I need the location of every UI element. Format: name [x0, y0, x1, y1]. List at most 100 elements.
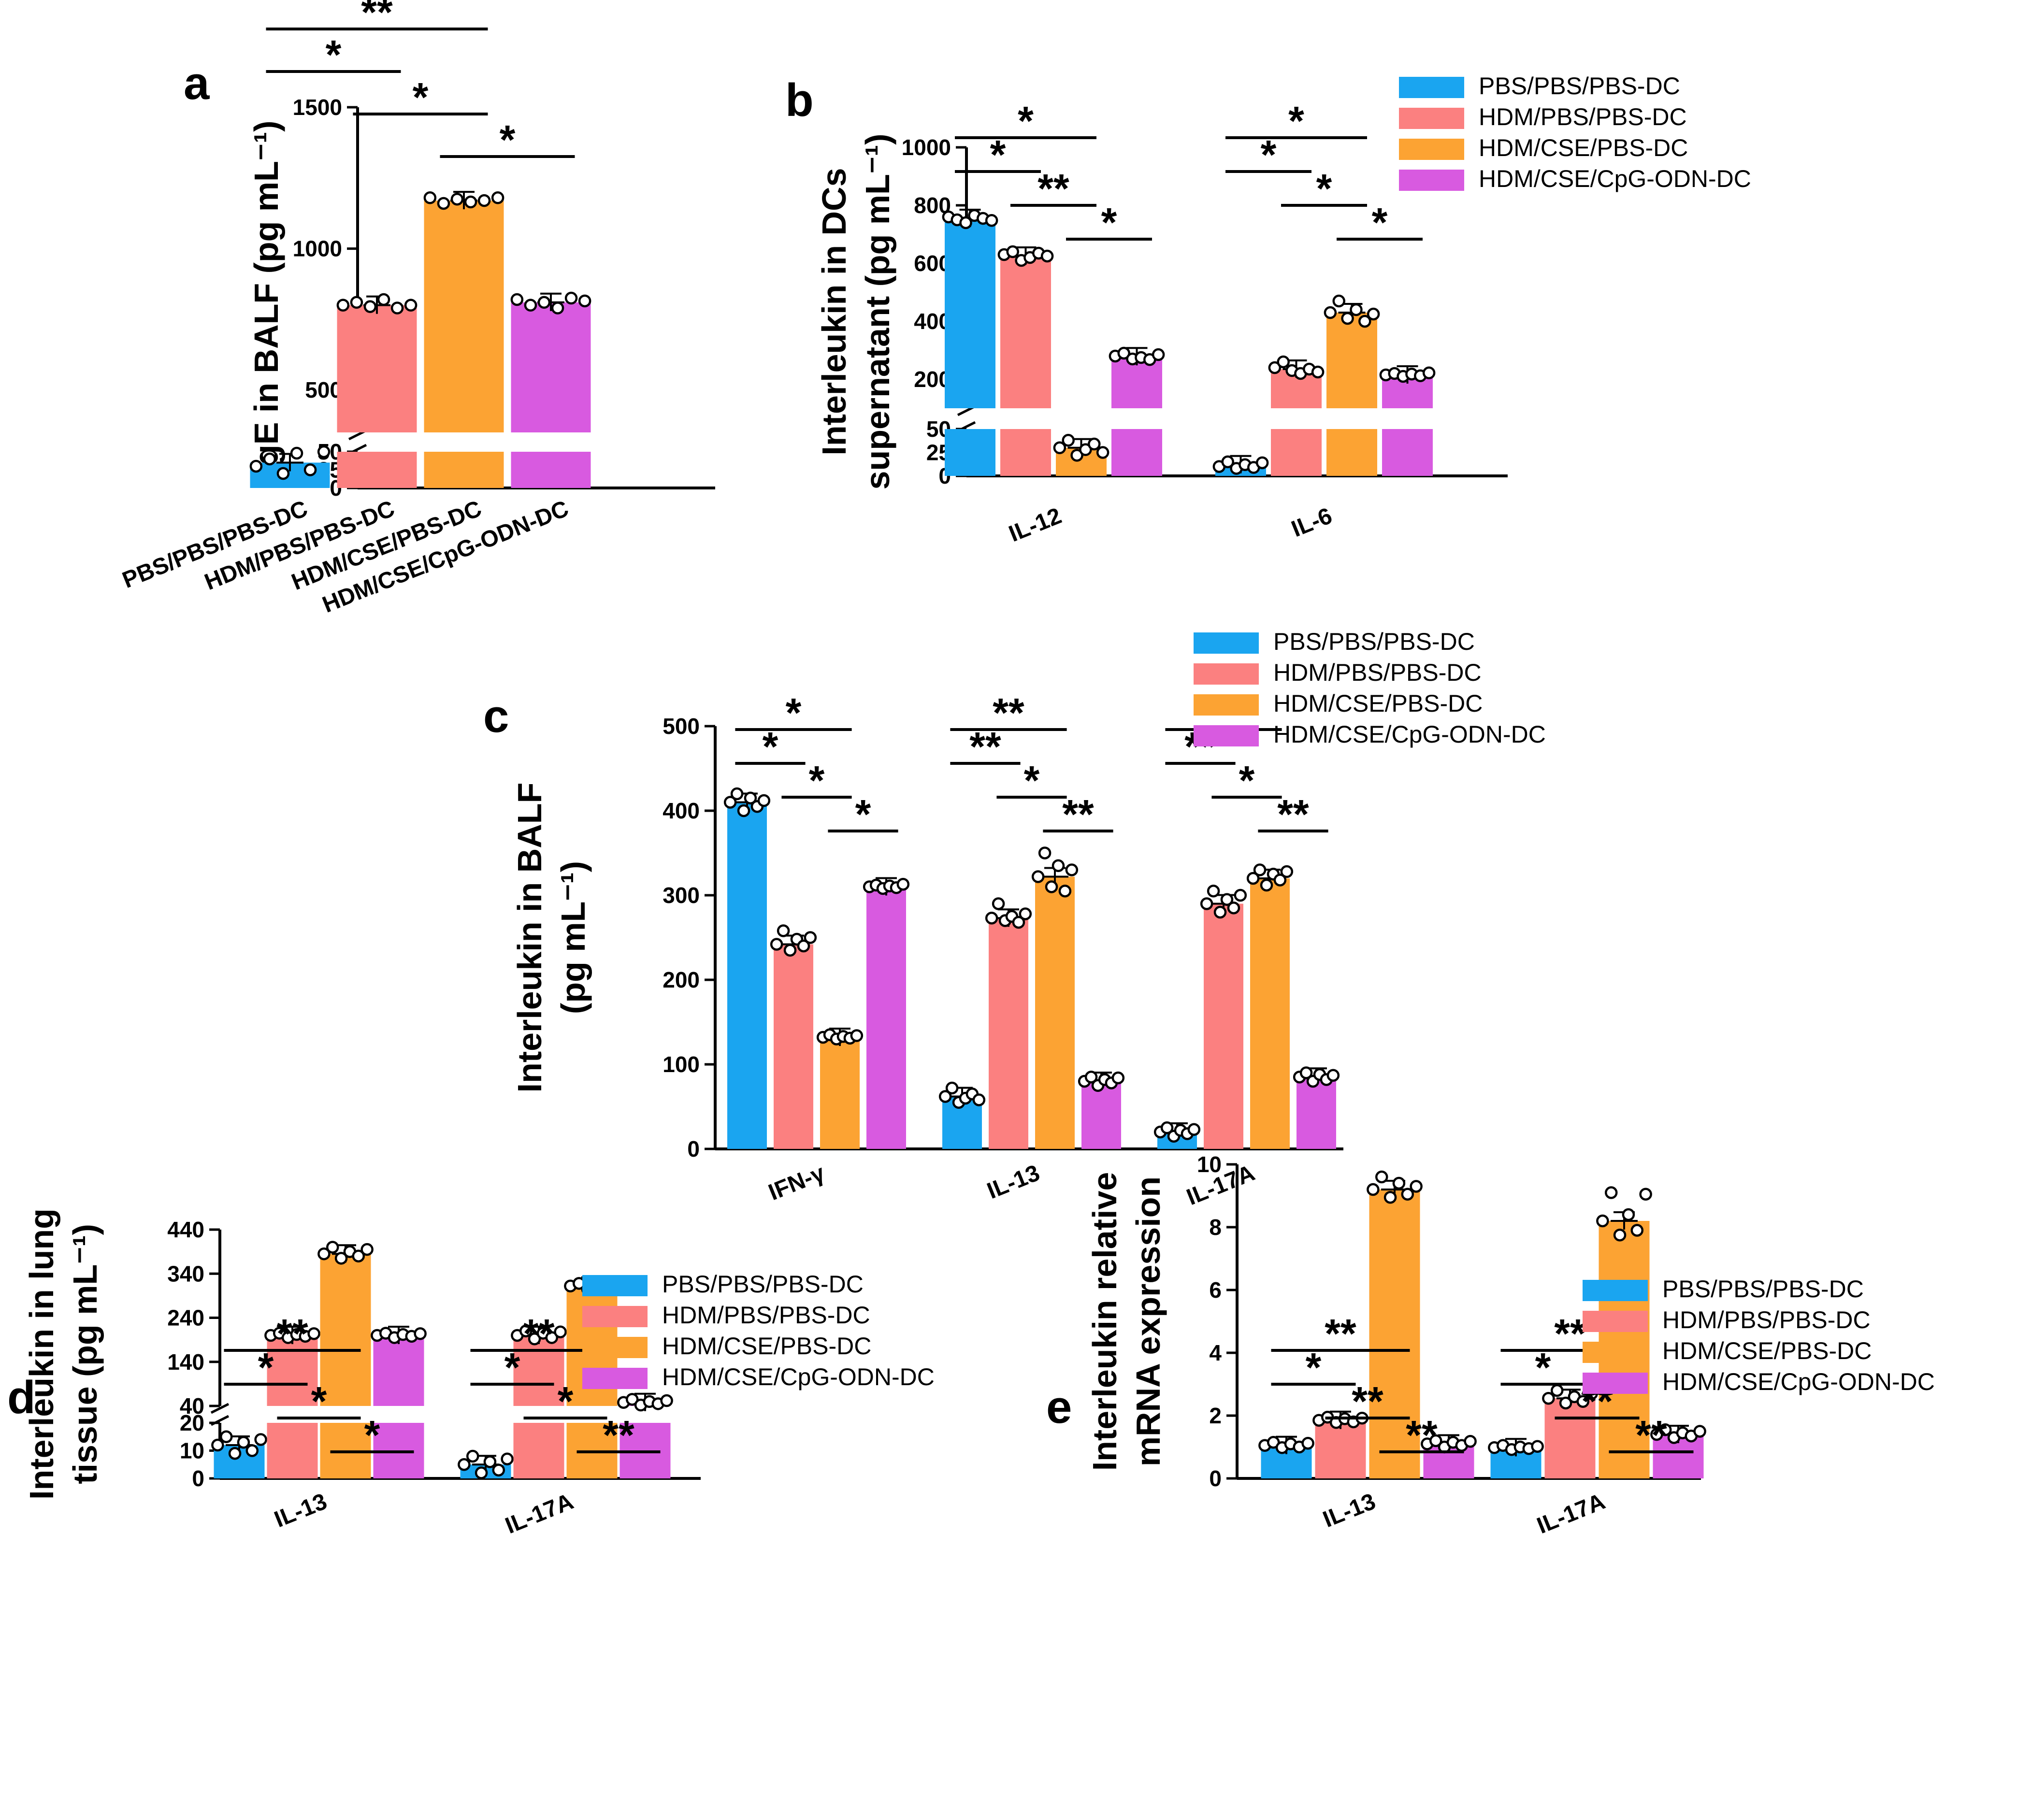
data-point — [1088, 437, 1101, 451]
data-point — [1052, 859, 1065, 872]
bar — [373, 1335, 424, 1406]
y-axis-label-line2: tissue (pg mL⁻¹) — [66, 1224, 104, 1484]
bar — [866, 887, 906, 1149]
significance-label: ** — [1037, 166, 1069, 211]
data-point — [985, 912, 998, 925]
data-point — [1084, 1071, 1098, 1084]
significance-label: ** — [1554, 1311, 1586, 1356]
legend-label: HDM/CSE/PBS-DC — [1479, 134, 1688, 161]
data-point — [1542, 1392, 1555, 1405]
data-point — [985, 214, 998, 227]
panel-e: e 0 2 4 6 8 10 Interleukin relative mRNA express… — [1046, 1152, 1935, 1539]
y-tick-label: 240 — [167, 1305, 204, 1331]
data-point — [1604, 1186, 1618, 1199]
bar — [727, 802, 767, 1149]
significance-label: * — [990, 132, 1006, 177]
legend-swatch — [582, 1337, 648, 1358]
data-point — [777, 924, 790, 937]
data-point — [1693, 1425, 1706, 1438]
significance-label: ** — [1062, 791, 1094, 837]
legend-swatch — [1194, 725, 1259, 746]
bar — [774, 944, 813, 1149]
bar — [1000, 429, 1051, 476]
data-point — [466, 1449, 479, 1463]
x-tick-label: IL-17A — [502, 1489, 577, 1539]
data-point — [1200, 897, 1213, 910]
panel-letter: c — [483, 690, 509, 742]
bar — [945, 429, 995, 476]
y-tick-label: 140 — [167, 1349, 204, 1375]
data-point — [1280, 865, 1294, 878]
data-point — [797, 939, 810, 953]
legend-label: HDM/PBS/PBS-DC — [1273, 659, 1482, 686]
data-point — [1324, 306, 1337, 319]
data-point — [551, 301, 564, 315]
data-point — [1038, 846, 1052, 860]
significance-label: * — [1024, 758, 1040, 803]
x-tick-label: IL-17A — [1533, 1489, 1609, 1539]
significance-label: * — [558, 1378, 574, 1424]
data-point — [1531, 1440, 1544, 1453]
data-point — [1079, 443, 1092, 456]
y-tick-label: 1000 — [293, 236, 342, 261]
data-point — [1613, 1229, 1627, 1242]
data-point — [660, 1394, 673, 1407]
significance-label: * — [1261, 132, 1277, 177]
data-point — [528, 1333, 541, 1346]
data-point — [1246, 872, 1260, 885]
significance-label: ** — [969, 724, 1001, 769]
bar — [320, 1254, 371, 1406]
data-point — [414, 1327, 427, 1340]
axis-break — [210, 1403, 230, 1414]
data-point — [1639, 1188, 1652, 1201]
data-point — [360, 1243, 374, 1256]
significance-label: * — [500, 117, 516, 162]
legend-label: PBS/PBS/PBS-DC — [1273, 628, 1475, 655]
data-point — [1576, 1395, 1590, 1408]
y-tick-label: 500 — [663, 714, 700, 739]
data-point — [350, 296, 363, 309]
data-point — [1299, 1066, 1313, 1079]
data-point — [1213, 905, 1227, 919]
y-tick-label: 4 — [1209, 1340, 1222, 1365]
significance-label: * — [1239, 758, 1255, 803]
significance-label: * — [809, 758, 825, 803]
legend-swatch — [1194, 694, 1259, 716]
data-point — [537, 296, 551, 309]
significance-label: * — [326, 32, 342, 77]
data-point — [390, 301, 404, 315]
legend-swatch — [1583, 1311, 1648, 1332]
data-point — [303, 463, 317, 476]
data-point — [737, 804, 750, 817]
y-axis-label: Interleukin relative — [1086, 1172, 1124, 1471]
data-point — [578, 294, 591, 308]
legend-label: HDM/CSE/CpG-ODN-DC — [1662, 1368, 1935, 1395]
data-point — [228, 1447, 242, 1460]
data-point — [850, 1029, 864, 1042]
significance-label: * — [786, 690, 802, 735]
bar — [513, 1335, 564, 1406]
data-point — [1152, 348, 1165, 361]
x-tick-label: IL-12 — [1005, 503, 1065, 547]
significance-label: ** — [276, 1311, 308, 1356]
bar — [1544, 1398, 1596, 1478]
y-tick-label: 400 — [663, 798, 700, 823]
x-tick-label: IFN-γ — [765, 1160, 828, 1205]
legend-swatch — [1399, 108, 1464, 129]
legend-swatch — [1583, 1373, 1648, 1394]
y-tick-label: 20 — [180, 1410, 204, 1435]
data-point — [211, 1438, 224, 1452]
data-point — [1040, 249, 1054, 263]
y-tick-label: 0 — [1209, 1466, 1222, 1491]
bar — [1271, 429, 1322, 476]
significance-label: ** — [1352, 1378, 1383, 1424]
bar — [820, 1037, 860, 1149]
data-point — [992, 897, 1005, 910]
data-point — [1622, 1208, 1635, 1221]
legend-swatch — [1583, 1342, 1648, 1363]
legend-label: HDM/PBS/PBS-DC — [662, 1302, 870, 1329]
data-point — [730, 787, 744, 801]
data-point — [483, 1455, 497, 1468]
data-point — [1065, 863, 1079, 876]
bar — [1081, 1081, 1121, 1149]
